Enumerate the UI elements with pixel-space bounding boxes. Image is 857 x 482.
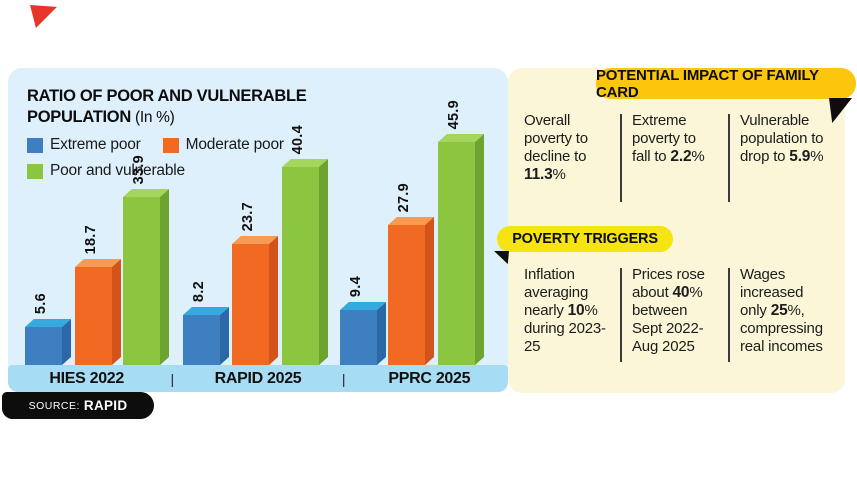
bar-value-label: 5.6 (33, 292, 49, 314)
legend-swatch-extreme-poor (27, 137, 43, 153)
chart-header: RATIO OF POOR AND VULNERABLE POPULATION … (27, 86, 347, 180)
red-flag-icon (30, 5, 57, 28)
bar-front-face (232, 244, 269, 365)
bar-poor-vulnerable-hies2022: 33.9 (123, 155, 169, 365)
bar-moderate-poor-hies2022: 18.7 (75, 225, 121, 365)
bar-value-label: 23.7 (240, 201, 256, 231)
family-card-header-ribbon: POTENTIAL IMPACT OF FAMILY CARD (596, 66, 856, 101)
trigger-value: 25 (770, 302, 788, 319)
legend-row-2: Poor and vulnerable (27, 162, 347, 180)
impact-item-overall-poverty: Overall poverty to decline to 11.3% (524, 112, 616, 202)
bar-value-label: 8.2 (191, 280, 207, 302)
family-card-columns: Overall poverty to decline to 11.3% Extr… (524, 112, 832, 202)
trigger-text: Wages increased only (740, 266, 804, 319)
bar-extreme-poor-rapid2025: 8.2 (183, 281, 229, 365)
impact-unit: % (691, 148, 705, 165)
impact-unit: % (552, 166, 566, 183)
bar-front-face (388, 225, 425, 365)
bar-front-face (438, 142, 475, 365)
trigger-item-inflation: Inflation averaging nearly 10% during 20… (524, 266, 616, 362)
trigger-text: Inflation averaging nearly (524, 266, 589, 319)
bar-value-label: 45.9 (446, 99, 462, 129)
family-card-header-label: POTENTIAL IMPACT OF FAMILY CARD (596, 66, 819, 101)
impact-value: 5.9 (789, 148, 811, 165)
chart-title-unit: (In %) (130, 109, 175, 126)
axis-label-pprc-2025: PPRC 2025 (388, 369, 471, 387)
bar-value-label: 33.9 (131, 154, 147, 184)
impact-text: Extreme poverty to fall to (632, 112, 696, 165)
chart-title-line2: POPULATION (27, 108, 131, 126)
bar-extreme-poor-hies2022: 5.6 (25, 293, 71, 365)
trigger-text: Prices rose about (632, 266, 705, 301)
chart-panel: RATIO OF POOR AND VULNERABLE POPULATION … (8, 68, 508, 392)
axis-label-hies-2022: HIES 2022 (49, 369, 124, 387)
legend-item-poor-vulnerable: Poor and vulnerable (27, 162, 185, 180)
axis-separator: | (341, 370, 346, 387)
axis-label-rapid-2025: RAPID 2025 (214, 369, 302, 387)
bar-value-label: 18.7 (83, 224, 99, 254)
legend-swatch-moderate-poor (162, 137, 179, 153)
bar-side-face (475, 134, 484, 365)
impact-item-extreme-poverty: Extreme poverty to fall to 2.2% (632, 112, 724, 202)
trigger-value: 10 (567, 302, 585, 319)
impact-unit: % (810, 148, 824, 165)
bar-front-face (25, 327, 62, 365)
chart-title: RATIO OF POOR AND VULNERABLE POPULATION … (27, 86, 347, 128)
legend-swatch-poor-vulnerable (27, 163, 43, 179)
impact-item-vulnerable-population: Vulnerable population to drop to 5.9% (740, 112, 832, 202)
column-divider (620, 114, 622, 202)
source-pill: SOURCE: RAPID (2, 392, 154, 419)
trigger-text: % during 2023-25 (524, 302, 606, 355)
legend-label-extreme-poor: Extreme poor (50, 136, 141, 153)
poverty-triggers-header-label: POVERTY TRIGGERS (512, 231, 658, 247)
bar-front-face (123, 197, 160, 365)
bar-side-face (62, 319, 71, 365)
bar-side-face (112, 259, 121, 365)
legend-label-moderate-poor: Moderate poor (185, 136, 284, 153)
column-divider (620, 268, 622, 362)
bar-side-face (377, 302, 386, 365)
bar-front-face (183, 315, 220, 365)
source-value: RAPID (83, 398, 128, 413)
trigger-text: % between Sept 2022- Aug 2025 (632, 284, 704, 355)
bar-side-face (220, 307, 229, 365)
bar-chart-plot: RATIO OF POOR AND VULNERABLE POPULATION … (8, 68, 508, 365)
column-divider (728, 114, 730, 202)
source-label: SOURCE: (28, 399, 80, 412)
bar-value-label: 27.9 (396, 182, 412, 212)
legend-row-1: Extreme poor Moderate poor (27, 136, 347, 154)
trigger-value: 40 (672, 284, 690, 301)
bar-extreme-poor-pprc2025: 9.4 (340, 276, 386, 365)
bar-moderate-poor-rapid2025: 23.7 (232, 202, 278, 365)
bar-moderate-poor-pprc2025: 27.9 (388, 183, 434, 365)
poverty-triggers-columns: Inflation averaging nearly 10% during 20… (524, 266, 832, 362)
legend-item-extreme-poor: Extreme poor (27, 136, 141, 154)
bar-value-label: 40.4 (290, 124, 306, 154)
poverty-triggers-header-ribbon: POVERTY TRIGGERS (497, 226, 673, 252)
chart-title-line1: RATIO OF POOR AND VULNERABLE (27, 87, 307, 105)
axis-separator: | (170, 370, 175, 387)
bar-front-face (340, 310, 377, 365)
trigger-text: %, compressing real incomes (740, 302, 823, 355)
bar-poor-vulnerable-rapid2025: 40.4 (282, 125, 328, 365)
impact-text: Vulnerable population to drop to (740, 112, 824, 165)
bar-side-face (160, 189, 169, 365)
impact-text: Overall poverty to decline to (524, 112, 588, 165)
legend-label-poor-vulnerable: Poor and vulnerable (50, 162, 185, 179)
column-divider (728, 268, 730, 362)
impact-value: 2.2 (670, 148, 692, 165)
trigger-item-prices: Prices rose about 40% between Sept 2022-… (632, 266, 724, 362)
bar-value-label: 9.4 (348, 275, 364, 297)
impact-value: 11.3 (524, 166, 553, 183)
bar-side-face (425, 217, 434, 365)
trigger-item-wages: Wages increased only 25%, compressing re… (740, 266, 832, 362)
bar-front-face (75, 267, 112, 365)
legend-item-moderate-poor: Moderate poor (162, 136, 284, 154)
bar-poor-vulnerable-pprc2025: 45.9 (438, 100, 484, 365)
bar-side-face (269, 236, 278, 365)
bar-side-face (319, 159, 328, 365)
bar-front-face (282, 167, 319, 365)
x-axis-strip: HIES 2022 | RAPID 2025 | PPRC 2025 (8, 365, 508, 392)
